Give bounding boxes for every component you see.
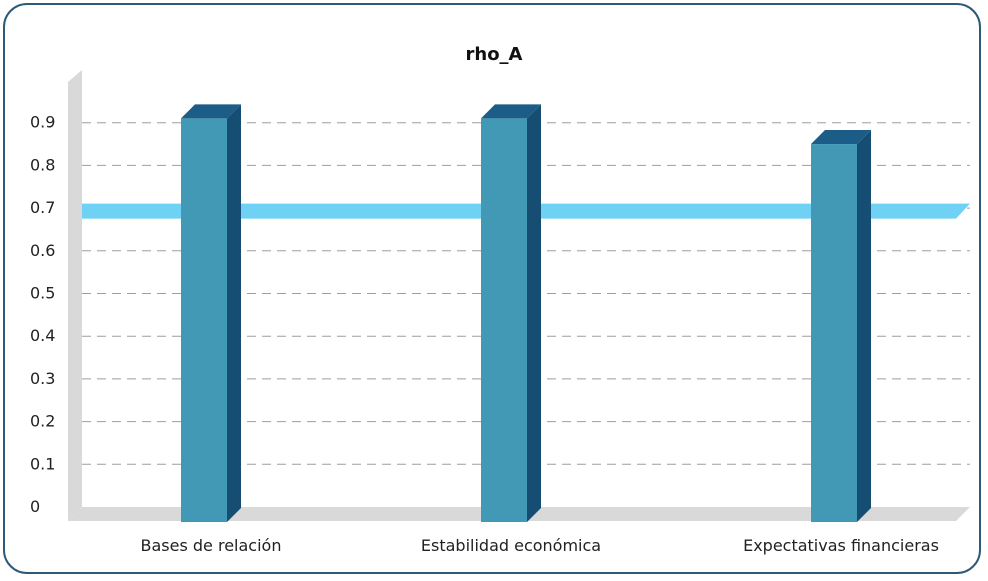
- chart-side-wall: [68, 70, 82, 521]
- y-tick-label: 0.8: [30, 155, 55, 174]
- y-tick-label: 0.9: [30, 113, 55, 132]
- y-tick-label: 0.5: [30, 284, 55, 303]
- y-tick-label: 0.3: [30, 369, 55, 388]
- y-tick-label: 0.4: [30, 326, 55, 345]
- bar-side: [527, 104, 541, 523]
- bar: [481, 104, 541, 523]
- x-category-label: Bases de relación: [141, 536, 282, 555]
- y-tick-label: 0: [30, 497, 40, 516]
- x-category-label: Expectativas financieras: [743, 536, 939, 555]
- bar-top: [481, 104, 541, 119]
- y-tick-label: 0.6: [30, 241, 55, 260]
- bar-top: [181, 104, 241, 119]
- bar-top: [811, 130, 871, 145]
- y-tick-label: 0.7: [30, 198, 55, 217]
- bar-side: [227, 104, 241, 523]
- x-category-label: Estabilidad económica: [421, 536, 601, 555]
- bar: [811, 130, 871, 523]
- chart-title: rho_A: [465, 44, 523, 65]
- y-tick-label: 0.1: [30, 454, 55, 473]
- bar-side: [857, 130, 871, 523]
- bar: [181, 104, 241, 523]
- bar-front: [181, 118, 227, 523]
- bar-front: [811, 144, 857, 523]
- bar-front: [481, 118, 527, 523]
- y-tick-label: 0.2: [30, 412, 55, 431]
